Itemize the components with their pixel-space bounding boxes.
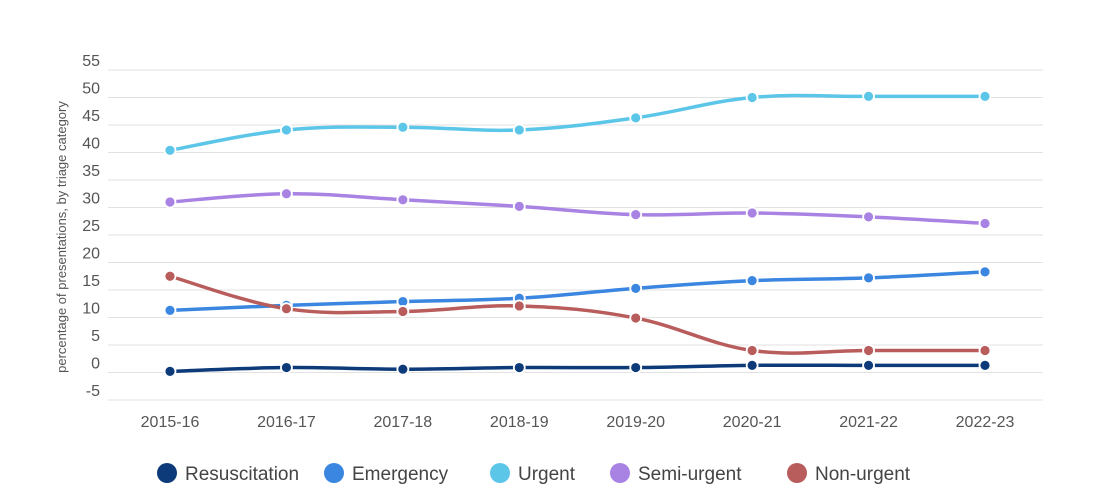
x-tick-label: 2015-16 <box>141 414 200 431</box>
y-tick-label: 30 <box>82 191 100 208</box>
data-point[interactable] <box>862 210 875 224</box>
y-axis-label: percentage of presentations, by triage c… <box>54 101 69 373</box>
legend-swatch <box>610 463 630 483</box>
data-point[interactable] <box>512 123 526 137</box>
legend-item[interactable]: Emergency <box>324 463 449 485</box>
data-point[interactable] <box>396 305 410 318</box>
legend-label: Emergency <box>352 464 449 485</box>
data-point[interactable] <box>163 364 177 378</box>
series-line <box>168 93 987 153</box>
data-point[interactable] <box>280 123 293 137</box>
y-axis-ticks: -5 0 5 10 15 20 25 30 35 40 45 50 55 <box>82 53 100 400</box>
series-line <box>168 270 987 313</box>
y-tick-label: 55 <box>82 53 100 70</box>
data-point[interactable] <box>745 344 759 357</box>
series-line <box>168 274 987 355</box>
data-point[interactable] <box>862 358 875 372</box>
x-tick-label: 2020-21 <box>723 414 782 431</box>
data-point[interactable] <box>396 120 410 134</box>
y-tick-label: 35 <box>82 163 100 180</box>
legend-swatch <box>324 463 344 483</box>
data-point[interactable] <box>978 344 992 357</box>
data-point[interactable] <box>512 299 526 313</box>
data-point[interactable] <box>862 90 875 103</box>
legend-swatch <box>157 463 177 483</box>
legend-item[interactable]: Non-urgent <box>787 463 911 485</box>
series-resuscitation <box>163 358 992 378</box>
y-tick-label: 20 <box>82 246 100 263</box>
data-point[interactable] <box>280 302 293 316</box>
data-point[interactable] <box>629 111 643 125</box>
y-tick-label: 40 <box>82 136 100 153</box>
legend-swatch <box>490 463 510 483</box>
data-point[interactable] <box>629 311 643 325</box>
data-point[interactable] <box>745 206 759 220</box>
x-tick-label: 2022-23 <box>956 414 1015 431</box>
legend-label: Semi-urgent <box>638 464 742 485</box>
gridlines <box>108 69 1043 401</box>
y-tick-label: 45 <box>82 108 100 125</box>
legend-label: Non-urgent <box>815 464 911 485</box>
y-tick-label: 15 <box>82 273 100 290</box>
legend-label: Resuscitation <box>185 464 299 485</box>
data-point[interactable] <box>163 143 177 157</box>
data-point[interactable] <box>396 362 410 376</box>
data-point[interactable] <box>862 271 875 285</box>
data-point[interactable] <box>396 193 410 207</box>
x-tick-label: 2018-19 <box>490 414 549 431</box>
legend-item[interactable]: Resuscitation <box>157 463 299 485</box>
y-tick-label: 25 <box>82 218 100 235</box>
data-point[interactable] <box>978 217 992 230</box>
x-axis-ticks: 2015-16 2016-17 2017-18 2018-19 2019-20 2020-… <box>141 414 1015 431</box>
y-tick-label: 10 <box>82 301 100 318</box>
data-point[interactable] <box>163 303 177 317</box>
legend-item[interactable]: Semi-urgent <box>610 463 742 485</box>
data-point[interactable] <box>862 344 875 357</box>
series-non-urgent <box>163 269 992 357</box>
series-emergency <box>163 265 992 317</box>
data-point[interactable] <box>629 208 643 222</box>
data-point[interactable] <box>163 269 177 283</box>
x-tick-label: 2019-20 <box>606 414 665 431</box>
data-point[interactable] <box>512 361 526 374</box>
series-layer <box>163 90 992 378</box>
legend-item[interactable]: Urgent <box>490 463 576 485</box>
data-point[interactable] <box>512 199 526 213</box>
x-tick-label: 2021-22 <box>839 414 898 431</box>
y-tick-label: -5 <box>86 383 100 400</box>
legend: Resuscitation Emergency Urgent Semi-urgent N… <box>157 463 911 485</box>
data-point[interactable] <box>745 91 759 104</box>
y-tick-label: 5 <box>91 328 100 345</box>
data-point[interactable] <box>978 358 992 372</box>
series-line <box>168 191 987 226</box>
data-point[interactable] <box>978 265 992 279</box>
series-urgent <box>163 90 992 157</box>
x-tick-label: 2016-17 <box>257 414 316 431</box>
data-point[interactable] <box>745 358 759 372</box>
y-tick-label: 0 <box>91 356 100 373</box>
data-point[interactable] <box>280 187 293 201</box>
data-point[interactable] <box>978 90 992 103</box>
data-point[interactable] <box>629 281 643 295</box>
y-tick-label: 50 <box>82 81 100 98</box>
legend-label: Urgent <box>518 464 576 485</box>
data-point[interactable] <box>163 195 177 209</box>
data-point[interactable] <box>629 361 643 374</box>
series-semi-urgent <box>163 187 992 230</box>
x-tick-label: 2017-18 <box>373 414 432 431</box>
series-line <box>168 363 987 374</box>
legend-swatch <box>787 463 807 483</box>
data-point[interactable] <box>280 361 293 374</box>
data-point[interactable] <box>745 274 759 288</box>
